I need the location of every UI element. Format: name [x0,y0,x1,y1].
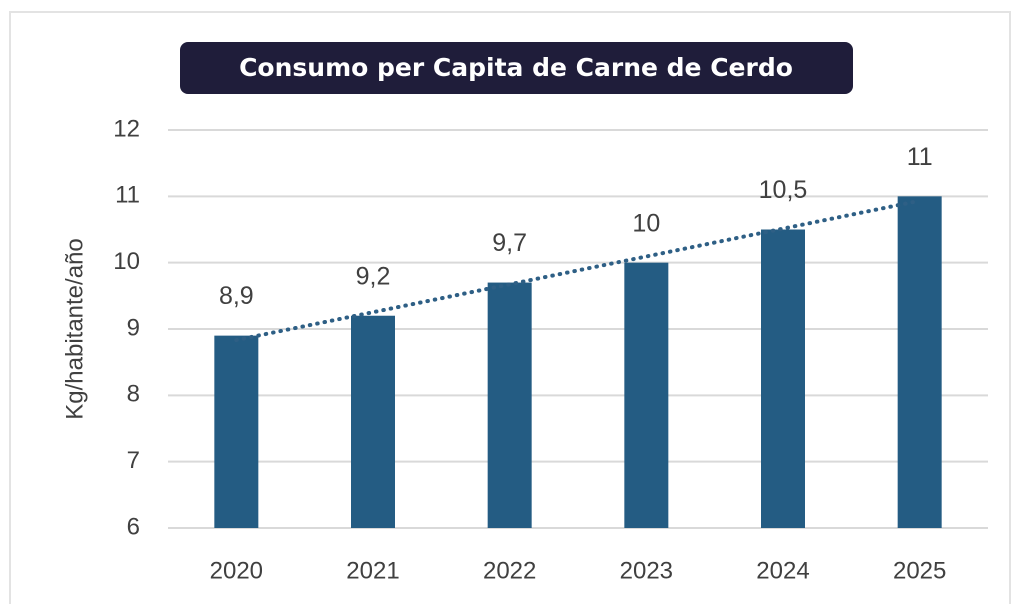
data-label: 9,2 [356,262,391,290]
x-tick-label: 2023 [620,557,673,584]
bar [897,196,942,529]
title-box [180,42,853,94]
data-label: 8,9 [219,282,254,310]
x-tick-label: 2020 [210,557,263,584]
bar [351,315,395,528]
y-axis-label: Kg/habitante/año [61,238,88,420]
data-label: 10,5 [759,176,808,204]
x-tick-label: 2022 [483,557,536,584]
bar [214,335,259,528]
bar [761,229,805,528]
y-tick-label: 6 [127,513,140,540]
y-tick-label: 7 [127,447,140,474]
y-tick-label: 11 [115,182,140,209]
bar [624,262,669,528]
x-tick-label: 2021 [346,557,399,584]
bar [487,282,532,528]
y-tick-label: 10 [113,248,140,275]
data-label: 11 [907,143,933,171]
y-tick-label: 9 [127,314,140,341]
y-tick-label: 12 [113,115,140,142]
x-tick-label: 2025 [893,557,946,584]
x-tick-label: 2024 [756,557,809,584]
data-label: 9,7 [492,229,527,257]
data-label: 10 [632,209,660,237]
chart-title: Consumo per Capita de Carne de Cerdo [239,53,793,82]
y-tick-label: 8 [127,381,140,408]
